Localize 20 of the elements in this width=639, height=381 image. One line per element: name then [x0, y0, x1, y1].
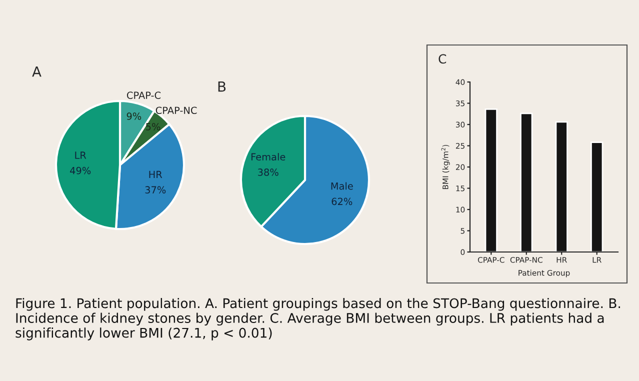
- bar: [555, 121, 568, 252]
- bar: [484, 108, 498, 252]
- data-label: 62%: [332, 198, 352, 206]
- bar: [520, 112, 533, 252]
- slice-label: CPAP-NC: [156, 106, 197, 114]
- caption: Figure 1. Patient population. A. Patient groupings based on the STOP-Bang questionnaire. B. Incidence of kidney stones by gender. C. Average BMI between groups. LR patients had a significantly lower BMI (27.1, p < 0.01): [16, 298, 620, 340]
- data-label: 9%: [126, 112, 142, 120]
- data-label: 5%: [146, 123, 160, 130]
- bar: [590, 142, 604, 252]
- chart-title: A: [32, 66, 42, 77]
- slice-label: HR: [149, 170, 162, 178]
- slice-label: Male: [331, 182, 353, 190]
- data-label: 49%: [70, 166, 91, 174]
- slice-label: Female: [251, 153, 286, 161]
- slice-label: LR: [75, 152, 86, 159]
- chart-title: B: [218, 82, 226, 92]
- chart-title: C: [438, 54, 446, 64]
- data-label: 37%: [145, 186, 166, 194]
- slice-label: CPAP-C: [126, 92, 161, 99]
- data-label: 38%: [258, 168, 278, 176]
